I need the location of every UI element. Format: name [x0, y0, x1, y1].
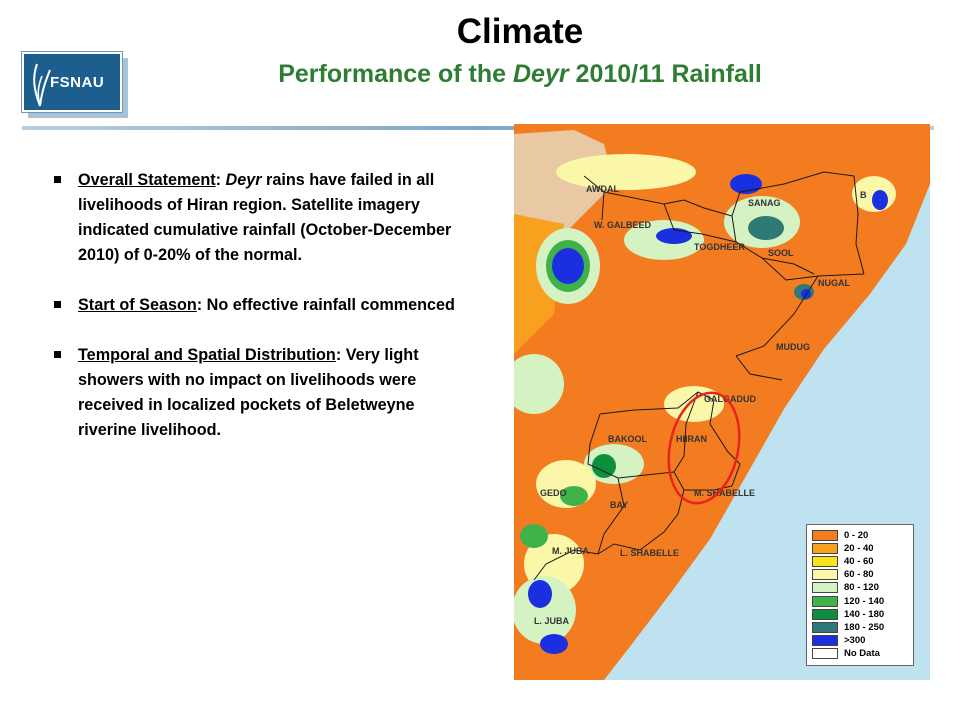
- bullet-square-icon: [54, 176, 61, 183]
- statement-text: : No effective rainfall commenced: [196, 296, 455, 314]
- legend-label: >300: [844, 634, 866, 646]
- region-label: AWDAL: [586, 184, 619, 194]
- statement-label: Temporal and Spatial Distribution: [78, 346, 336, 364]
- region-label: M. JUBA: [552, 546, 590, 556]
- leaf-icon: [33, 63, 51, 107]
- region-label: L. JUBA: [534, 616, 570, 626]
- legend-row: 80 - 120: [812, 581, 908, 594]
- region-boundaries: [533, 171, 865, 581]
- logo-panel: FSNAU: [21, 51, 123, 113]
- legend-label: 120 - 140: [844, 595, 885, 607]
- legend-swatch: [812, 530, 838, 542]
- region-label: TOGDHEER: [694, 242, 745, 252]
- map-legend: 0 - 20 20 - 40 40 - 60 60 - 80 80 - 120 120 -…: [806, 524, 914, 666]
- statement-text: : Very light showers with no impact on l…: [78, 346, 419, 439]
- legend-swatch: [812, 595, 838, 607]
- legend-label: 60 - 80: [844, 569, 874, 581]
- legend-swatch: [812, 647, 838, 659]
- legend-label: No Data: [844, 647, 880, 659]
- region-label: SOOL: [768, 248, 794, 258]
- legend-row: 120 - 140: [812, 594, 908, 607]
- subtitle-emphasis: Deyr: [513, 60, 569, 88]
- statement-item: Start of Season: No effective rainfall c…: [52, 293, 472, 318]
- region-label: SANAG: [748, 198, 781, 208]
- subtitle-post: 2010/11 Rainfall: [568, 60, 762, 88]
- rainfall-map-svg: AWDAL W. GALBEED TOGDHEER SANAG SOOL B NUGAL MU…: [514, 124, 930, 680]
- statement-text: :: [215, 171, 226, 189]
- legend-swatch: [812, 608, 838, 620]
- statement-text: Deyr: [225, 171, 262, 189]
- legend-row: 140 - 180: [812, 608, 908, 621]
- region-label: BAY: [610, 500, 628, 510]
- legend-swatch: [812, 569, 838, 581]
- region-label: GALGADUD: [704, 394, 756, 404]
- legend-row: >300: [812, 634, 908, 647]
- region-label: L. SHABELLE: [620, 548, 679, 558]
- statement-item: Overall Statement: Deyr rains have faile…: [52, 168, 472, 268]
- region-label: M. SHABELLE: [694, 488, 755, 498]
- legend-swatch: [812, 634, 838, 646]
- legend-swatch: [812, 582, 838, 594]
- region-label: BAKOOL: [608, 434, 647, 444]
- statement-list: Overall Statement: Deyr rains have faile…: [52, 168, 472, 468]
- rainfall-patches: [514, 130, 896, 654]
- region-label: HIIRAN: [676, 434, 707, 444]
- legend-swatch: [812, 621, 838, 633]
- region-label: GEDO: [540, 488, 567, 498]
- statement-label: Overall Statement: [78, 171, 216, 189]
- fsnau-logo: FSNAU: [21, 51, 128, 118]
- region-label: W. GALBEED: [594, 220, 652, 230]
- rainfall-map: AWDAL W. GALBEED TOGDHEER SANAG SOOL B NUGAL MU…: [514, 124, 930, 680]
- legend-label: 0 - 20: [844, 530, 869, 542]
- legend-label: 40 - 60: [844, 556, 874, 568]
- region-label: MUDUG: [776, 342, 810, 352]
- region-label: B: [860, 190, 867, 200]
- legend-label: 80 - 120: [844, 582, 879, 594]
- bullet-square-icon: [54, 301, 61, 308]
- logo-text: FSNAU: [50, 74, 105, 91]
- legend-row: 180 - 250: [812, 621, 908, 634]
- legend-row: 0 - 20: [812, 529, 908, 542]
- legend-row: 40 - 60: [812, 555, 908, 568]
- legend-swatch: [812, 556, 838, 568]
- page-title: Climate: [456, 12, 584, 51]
- subtitle-pre: Performance of the: [278, 60, 513, 88]
- page-subtitle: Performance of the Deyr 2010/11 Rainfall: [160, 60, 880, 89]
- legend-label: 20 - 40: [844, 543, 874, 555]
- legend-label: 140 - 180: [844, 608, 885, 620]
- legend-row: 60 - 80: [812, 568, 908, 581]
- statement-item: Temporal and Spatial Distribution: Very …: [52, 343, 472, 443]
- region-label: NUGAL: [818, 278, 850, 288]
- legend-row: No Data: [812, 647, 908, 660]
- statement-text: rains have failed in all livelihoods of …: [78, 171, 452, 264]
- header-divider: [22, 126, 934, 130]
- legend-label: 180 - 250: [844, 621, 885, 633]
- statement-label: Start of Season: [78, 296, 197, 314]
- legend-swatch: [812, 543, 838, 555]
- bullet-square-icon: [54, 351, 61, 358]
- legend-row: 20 - 40: [812, 542, 908, 555]
- hiiran-highlight-ellipse: [667, 391, 741, 505]
